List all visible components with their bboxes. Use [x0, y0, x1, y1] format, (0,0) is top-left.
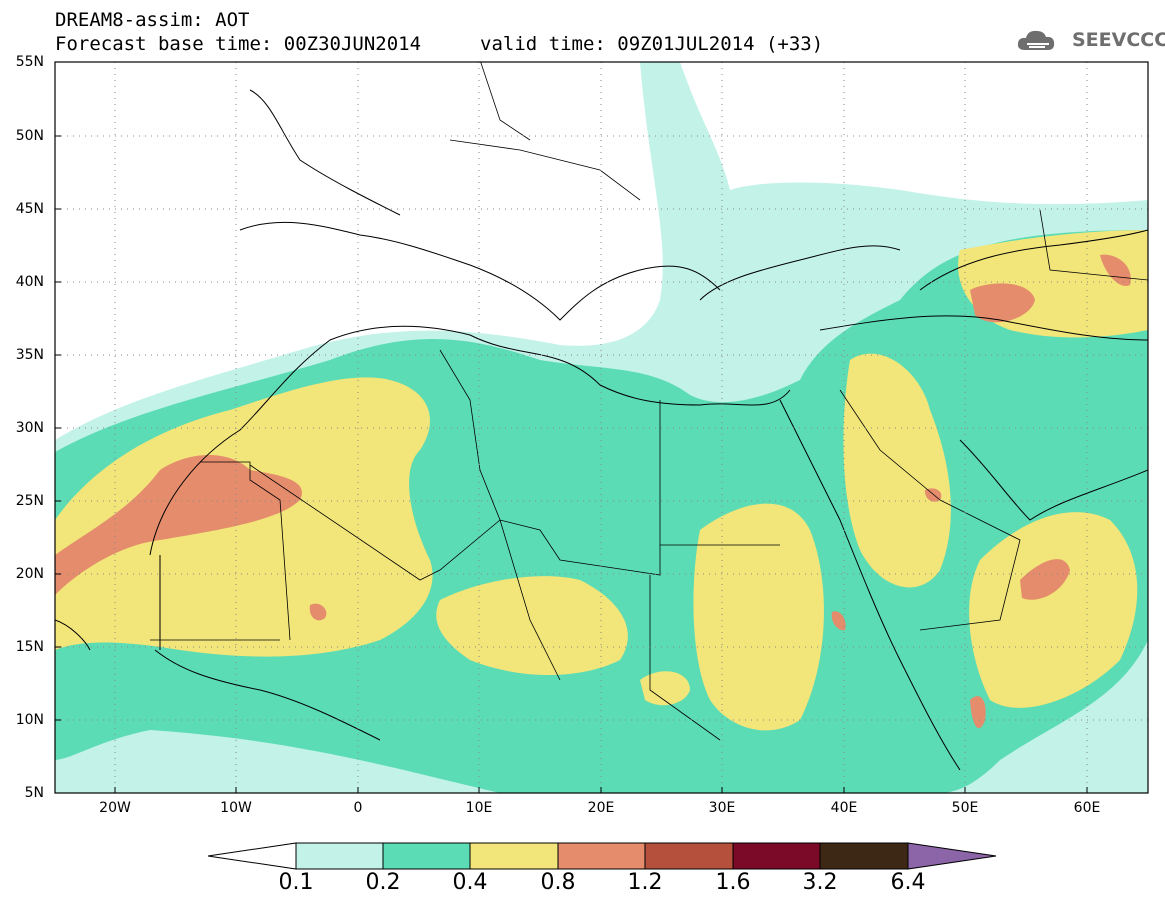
grid-lines [55, 62, 1148, 793]
lon-label: 20W [99, 800, 131, 816]
colorbar-above-max [907, 842, 997, 870]
colorbar-label: 0.4 [452, 870, 488, 895]
lon-label: 60E [1073, 800, 1101, 816]
colorbar-bin-0-1 [295, 842, 384, 870]
lat-label: 50N [15, 128, 44, 144]
lat-label: 10N [15, 712, 44, 728]
axis-ticks [55, 61, 1088, 793]
country-borders [150, 62, 1148, 741]
base-time-label: Forecast base time: 00Z30JUN2014 [55, 33, 422, 55]
lat-label: 5N [24, 785, 44, 801]
aot-contour-fields [55, 62, 1148, 793]
colorbar-label: 3.2 [802, 870, 838, 895]
lat-label: 35N [15, 347, 44, 363]
lon-label: 20E [587, 800, 615, 816]
colorbar-below-min [207, 842, 297, 870]
lat-label: 30N [15, 420, 44, 436]
lon-label: 50E [951, 800, 979, 816]
colorbar-label: 0.1 [278, 870, 314, 895]
colorbar-label: 6.4 [890, 870, 926, 895]
lon-label: 30E [708, 800, 736, 816]
lon-label: 0 [353, 800, 363, 816]
valid-time-label: valid time: 09Z01JUL2014 (+33) [480, 33, 824, 55]
colorbar-label: 0.8 [540, 870, 576, 895]
colorbar-label: 1.6 [715, 870, 751, 895]
colorbar-label: 1.2 [627, 870, 663, 895]
colorbar-bin-0-8 [557, 842, 646, 870]
lat-label: 20N [15, 566, 44, 582]
logo-text: SEEVCCC [1072, 29, 1165, 51]
lat-label: 55N [15, 54, 44, 70]
colorbar-bin-3-2 [819, 842, 909, 870]
lat-label: 25N [15, 493, 44, 509]
map-title: DREAM8-assim: AOT [55, 9, 250, 31]
cloud-icon [1017, 30, 1055, 50]
colorbar-bin-0-2 [382, 842, 471, 870]
lat-label: 45N [15, 201, 44, 217]
colorbar-bin-1-2 [644, 842, 734, 870]
aot-level-0-8 [55, 254, 1131, 729]
lon-label: 10W [220, 800, 252, 816]
lat-label: 40N [15, 274, 44, 290]
lon-label: 10E [465, 800, 493, 816]
colorbar-label: 0.2 [365, 870, 401, 895]
colorbar-bin-1-6 [732, 842, 821, 870]
colorbar [207, 842, 997, 870]
lat-label: 15N [15, 639, 44, 655]
lon-label: 40E [830, 800, 858, 816]
coastlines [55, 89, 1148, 771]
colorbar-bin-0-4 [469, 842, 559, 870]
